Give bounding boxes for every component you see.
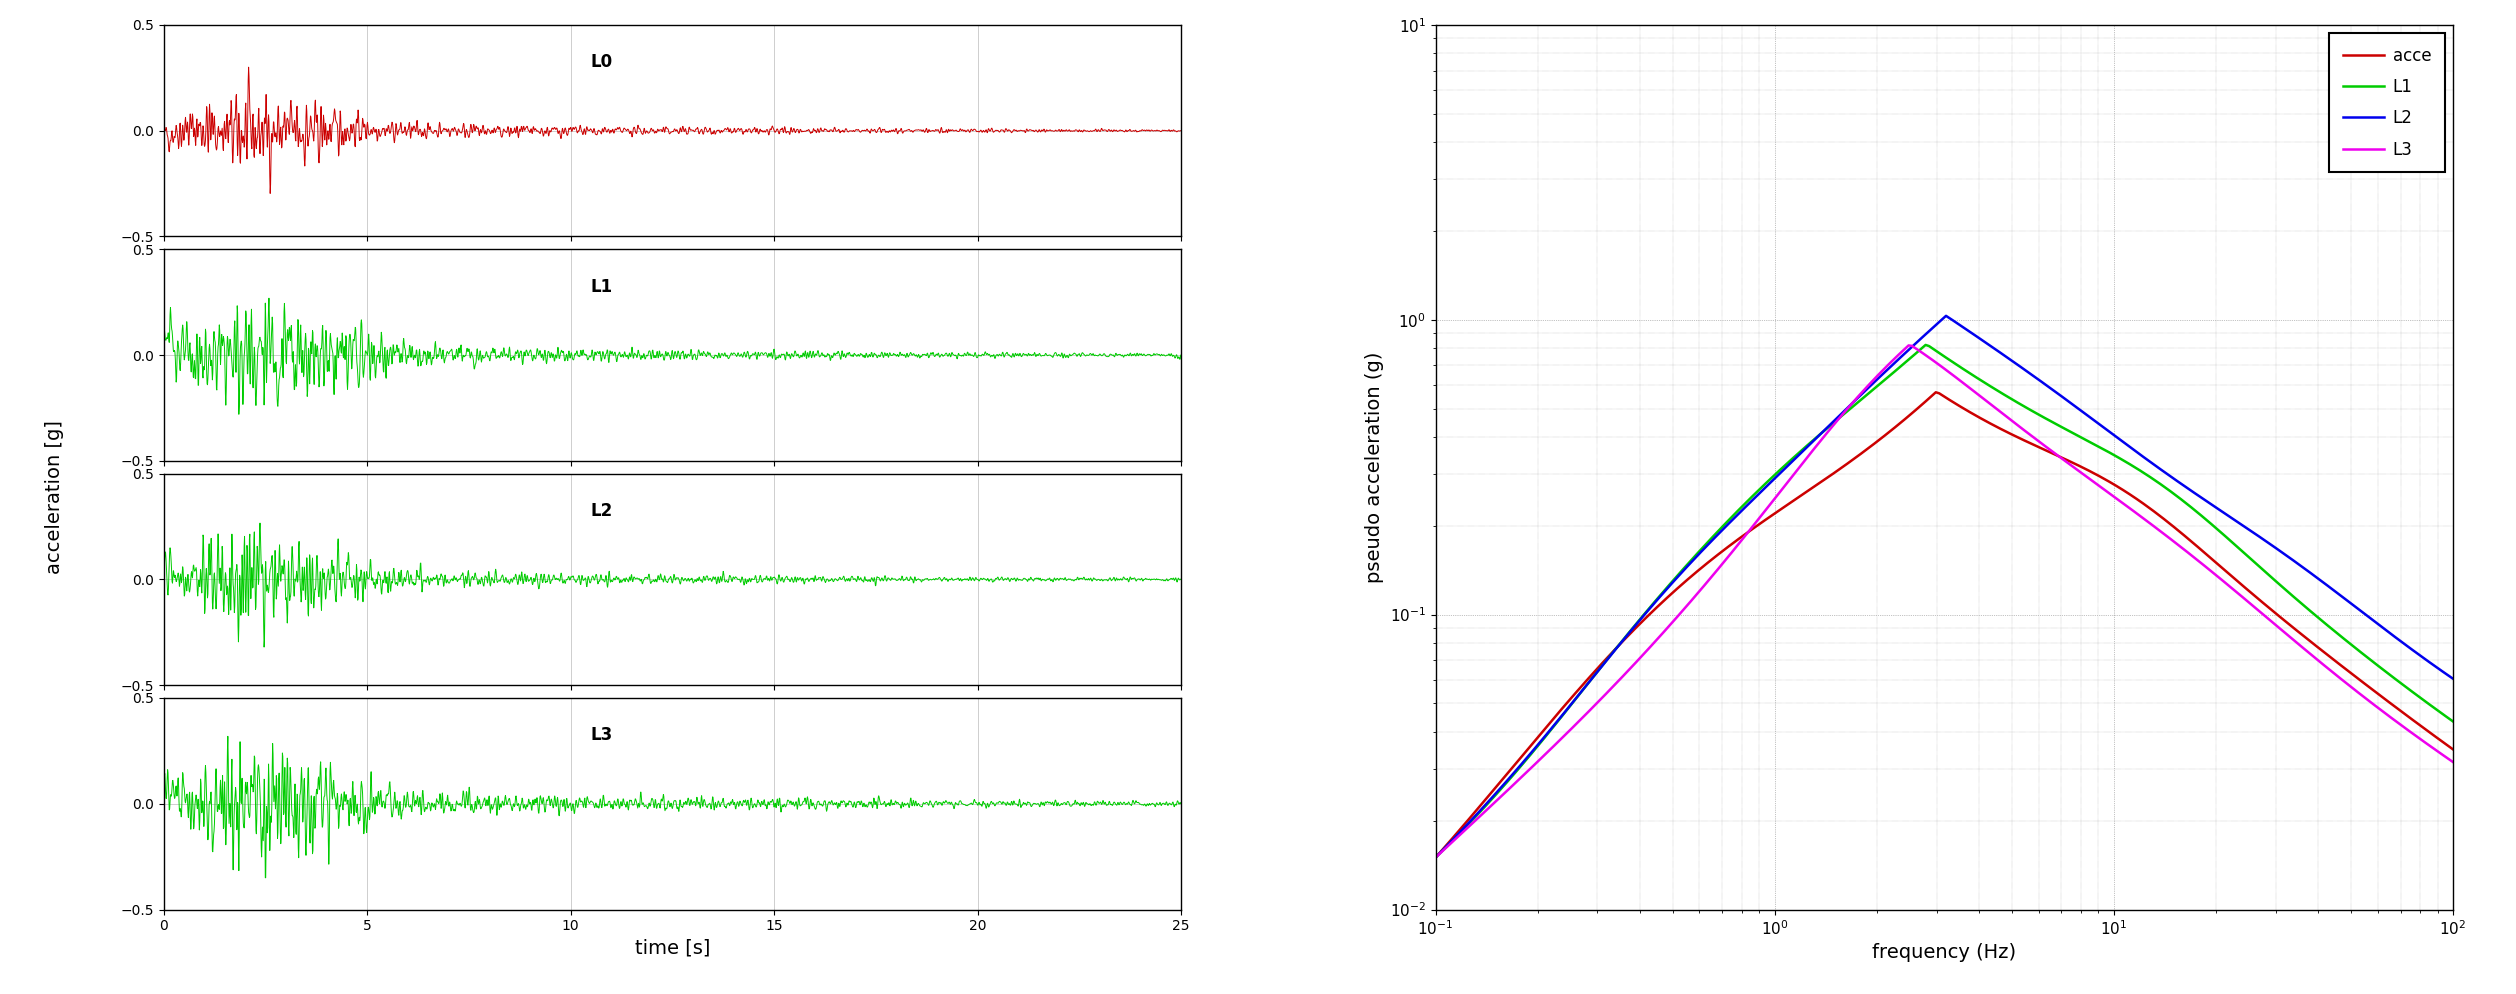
L1	[1422, 852, 1452, 864]
L3	[1424, 849, 1454, 861]
L2	[2025, 376, 2056, 388]
Line: L2: L2	[1437, 316, 2453, 858]
L1	[1910, 339, 1940, 351]
Text: L1: L1	[591, 277, 614, 295]
L3	[1895, 340, 1925, 352]
acce	[2025, 442, 2056, 454]
Line: L3: L3	[1437, 346, 2453, 858]
L2	[1930, 310, 1960, 322]
acce	[2282, 624, 2312, 636]
L1	[2438, 716, 2468, 728]
acce	[1424, 848, 1454, 860]
L2	[2345, 605, 2375, 617]
L3	[2345, 689, 2375, 701]
L1	[2345, 647, 2375, 659]
L1	[2046, 421, 2076, 433]
acce	[2046, 451, 2076, 463]
X-axis label: frequency (Hz): frequency (Hz)	[1872, 943, 2015, 962]
L3	[2030, 439, 2061, 451]
L2	[2282, 557, 2312, 569]
acce	[2438, 744, 2468, 755]
X-axis label: time [s]: time [s]	[634, 938, 710, 958]
Text: acceleration [g]: acceleration [g]	[45, 420, 65, 574]
L1	[2025, 411, 2056, 422]
Text: L0: L0	[591, 53, 614, 72]
acce	[2345, 675, 2375, 687]
acce	[2030, 444, 2061, 456]
Legend: acce, L1, L2, L3: acce, L1, L2, L3	[2330, 33, 2446, 172]
Y-axis label: pseudo acceleration (g): pseudo acceleration (g)	[1366, 352, 1384, 582]
L2	[1424, 848, 1454, 860]
Text: L2: L2	[591, 502, 614, 520]
L3	[2438, 756, 2468, 768]
acce	[1422, 852, 1452, 864]
L1	[2030, 412, 2061, 423]
L3	[2046, 452, 2076, 464]
L2	[2438, 673, 2468, 685]
Line: acce: acce	[1437, 393, 2453, 858]
Line: L1: L1	[1437, 345, 2453, 858]
L1	[1424, 848, 1454, 860]
L3	[2025, 437, 2056, 449]
L1	[2282, 593, 2312, 605]
acce	[1920, 387, 1950, 399]
L2	[2030, 378, 2061, 390]
L2	[2046, 391, 2076, 403]
L3	[2282, 636, 2312, 648]
L2	[1422, 852, 1452, 864]
L3	[1422, 852, 1452, 864]
Text: L3: L3	[591, 727, 614, 745]
